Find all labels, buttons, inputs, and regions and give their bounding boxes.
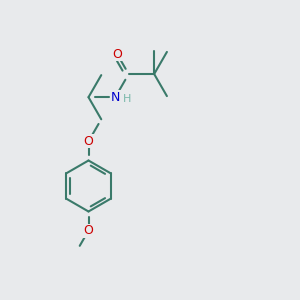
Text: H: H [122, 94, 131, 104]
Text: O: O [84, 224, 93, 237]
Text: O: O [84, 135, 93, 148]
Text: O: O [112, 48, 122, 61]
Text: N: N [111, 91, 120, 104]
